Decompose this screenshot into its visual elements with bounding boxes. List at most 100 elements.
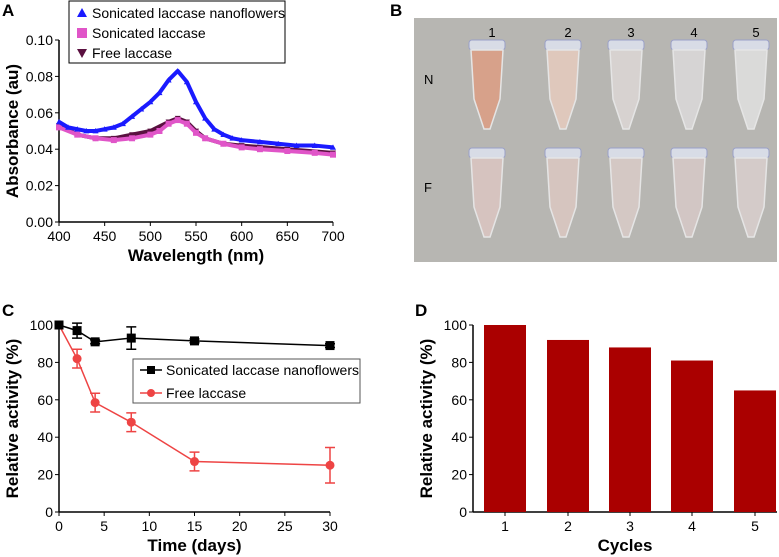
photo-background bbox=[414, 18, 777, 262]
tube-body bbox=[546, 157, 580, 238]
bar bbox=[671, 360, 713, 512]
y-axis-label: Absorbance (au) bbox=[3, 64, 22, 198]
tube-cap bbox=[544, 39, 582, 51]
data-point bbox=[293, 142, 300, 148]
tube bbox=[670, 39, 708, 130]
x-tick-label: 5 bbox=[100, 518, 108, 534]
series-line bbox=[57, 68, 334, 150]
data-point bbox=[138, 106, 145, 112]
data-point bbox=[74, 126, 81, 132]
tube-cap bbox=[468, 39, 506, 51]
x-tick-label: 500 bbox=[139, 228, 163, 244]
data-point bbox=[238, 137, 245, 143]
x-tick-label: 20 bbox=[232, 518, 248, 534]
tube bbox=[732, 39, 770, 130]
y-tick-label: 100 bbox=[30, 317, 54, 333]
data-point bbox=[72, 326, 82, 336]
tube-cap bbox=[732, 147, 770, 159]
y-tick-label: 60 bbox=[37, 392, 53, 408]
data-point bbox=[311, 142, 318, 148]
panel-label-c: C bbox=[2, 301, 14, 320]
x-axis-label: Cycles bbox=[598, 536, 653, 555]
x-tick-label: 15 bbox=[187, 518, 203, 534]
tube-cap bbox=[607, 147, 645, 159]
data-point bbox=[147, 128, 154, 134]
data-point bbox=[183, 78, 190, 85]
x-tick-label: 4 bbox=[688, 518, 696, 534]
data-point bbox=[220, 131, 227, 138]
photo-b: 1 2 3 4 5 N F bbox=[414, 18, 777, 262]
column-label: 4 bbox=[690, 25, 697, 40]
data-point bbox=[72, 354, 82, 364]
data-point bbox=[275, 140, 282, 147]
column-label: 2 bbox=[564, 25, 571, 40]
x-tick-label: 0 bbox=[55, 518, 63, 534]
y-tick-label: 0.10 bbox=[26, 32, 53, 48]
data-point bbox=[229, 135, 236, 141]
data-point bbox=[101, 126, 108, 132]
series-line bbox=[58, 118, 334, 157]
data-point bbox=[110, 137, 117, 144]
data-point bbox=[54, 320, 64, 330]
legend-label: Sonicated laccase nanoflowers bbox=[92, 5, 285, 21]
y-tick-label: 80 bbox=[37, 354, 53, 370]
legend-marker bbox=[77, 8, 87, 17]
legend-marker bbox=[147, 389, 155, 397]
data-point bbox=[74, 131, 81, 138]
tube bbox=[607, 39, 645, 130]
tube bbox=[544, 147, 582, 238]
row-label: N bbox=[424, 72, 433, 87]
tube-body bbox=[734, 49, 768, 130]
data-point bbox=[129, 132, 136, 138]
bar bbox=[547, 339, 589, 512]
legend-marker bbox=[147, 366, 155, 374]
legend-label: Sonicated laccase nanoflowers bbox=[166, 362, 359, 378]
data-point bbox=[90, 398, 100, 408]
data-point bbox=[183, 120, 190, 127]
tube bbox=[468, 39, 506, 130]
data-point bbox=[174, 67, 181, 74]
y-tick-label: 80 bbox=[451, 354, 467, 370]
data-point bbox=[90, 337, 100, 347]
data-point bbox=[147, 131, 154, 138]
tube-cap bbox=[670, 147, 708, 159]
tube-body bbox=[609, 49, 643, 130]
y-tick-label: 0.02 bbox=[26, 178, 53, 194]
tube-body bbox=[470, 157, 504, 238]
data-point bbox=[126, 417, 136, 427]
tube bbox=[468, 147, 506, 238]
y-axis-label: Relative activity (%) bbox=[417, 339, 436, 499]
legend-label: Free laccase bbox=[166, 385, 246, 401]
y-tick-label: 20 bbox=[37, 467, 53, 483]
y-tick-label: 0 bbox=[459, 504, 467, 520]
legend-marker bbox=[77, 49, 87, 58]
series-line bbox=[58, 324, 331, 466]
tube bbox=[732, 147, 770, 238]
data-point bbox=[325, 341, 335, 351]
data-point bbox=[83, 128, 90, 134]
data-point bbox=[202, 135, 209, 142]
chart-a: 0.00 0.02 0.04 0.06 0.08 0.10 400 450 500 550 600 6… bbox=[3, 0, 345, 265]
legend-box bbox=[132, 358, 361, 404]
data-point bbox=[65, 124, 72, 130]
legend-label: Free laccase bbox=[92, 45, 172, 61]
data-point bbox=[156, 128, 163, 134]
tube-cap bbox=[732, 39, 770, 51]
tube-body bbox=[546, 49, 580, 130]
data-point bbox=[156, 89, 163, 96]
tube bbox=[544, 39, 582, 130]
y-tick-label: 40 bbox=[451, 429, 467, 445]
x-tick-label: 1 bbox=[501, 518, 509, 534]
column-label: 5 bbox=[752, 25, 759, 40]
y-tick-label: 100 bbox=[444, 317, 468, 333]
data-point bbox=[56, 118, 62, 125]
data-point bbox=[190, 336, 199, 346]
data-point bbox=[193, 98, 199, 105]
x-tick-label: 5 bbox=[751, 518, 759, 534]
tube bbox=[607, 147, 645, 238]
y-axis-label: Relative activity (%) bbox=[3, 339, 22, 499]
y-tick-label: 0.00 bbox=[26, 214, 53, 230]
tube-body bbox=[672, 157, 706, 238]
